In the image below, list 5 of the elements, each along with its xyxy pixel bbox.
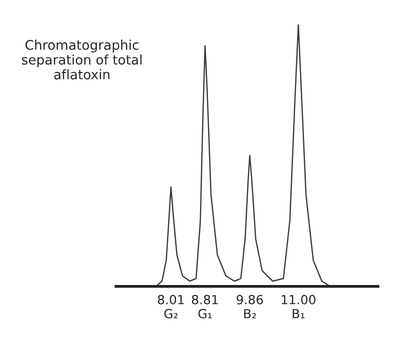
text: Chromatographic separation of total aflatoxin — [22, 40, 142, 80]
x-tick-label: 11.00 B₁ — [282, 294, 316, 318]
x-tick-label: 9.86 B₂ — [236, 294, 263, 318]
x-tick-label: 8.81 G₁ — [192, 294, 218, 318]
x-tick-label: 8.01 G₂ — [158, 294, 184, 318]
